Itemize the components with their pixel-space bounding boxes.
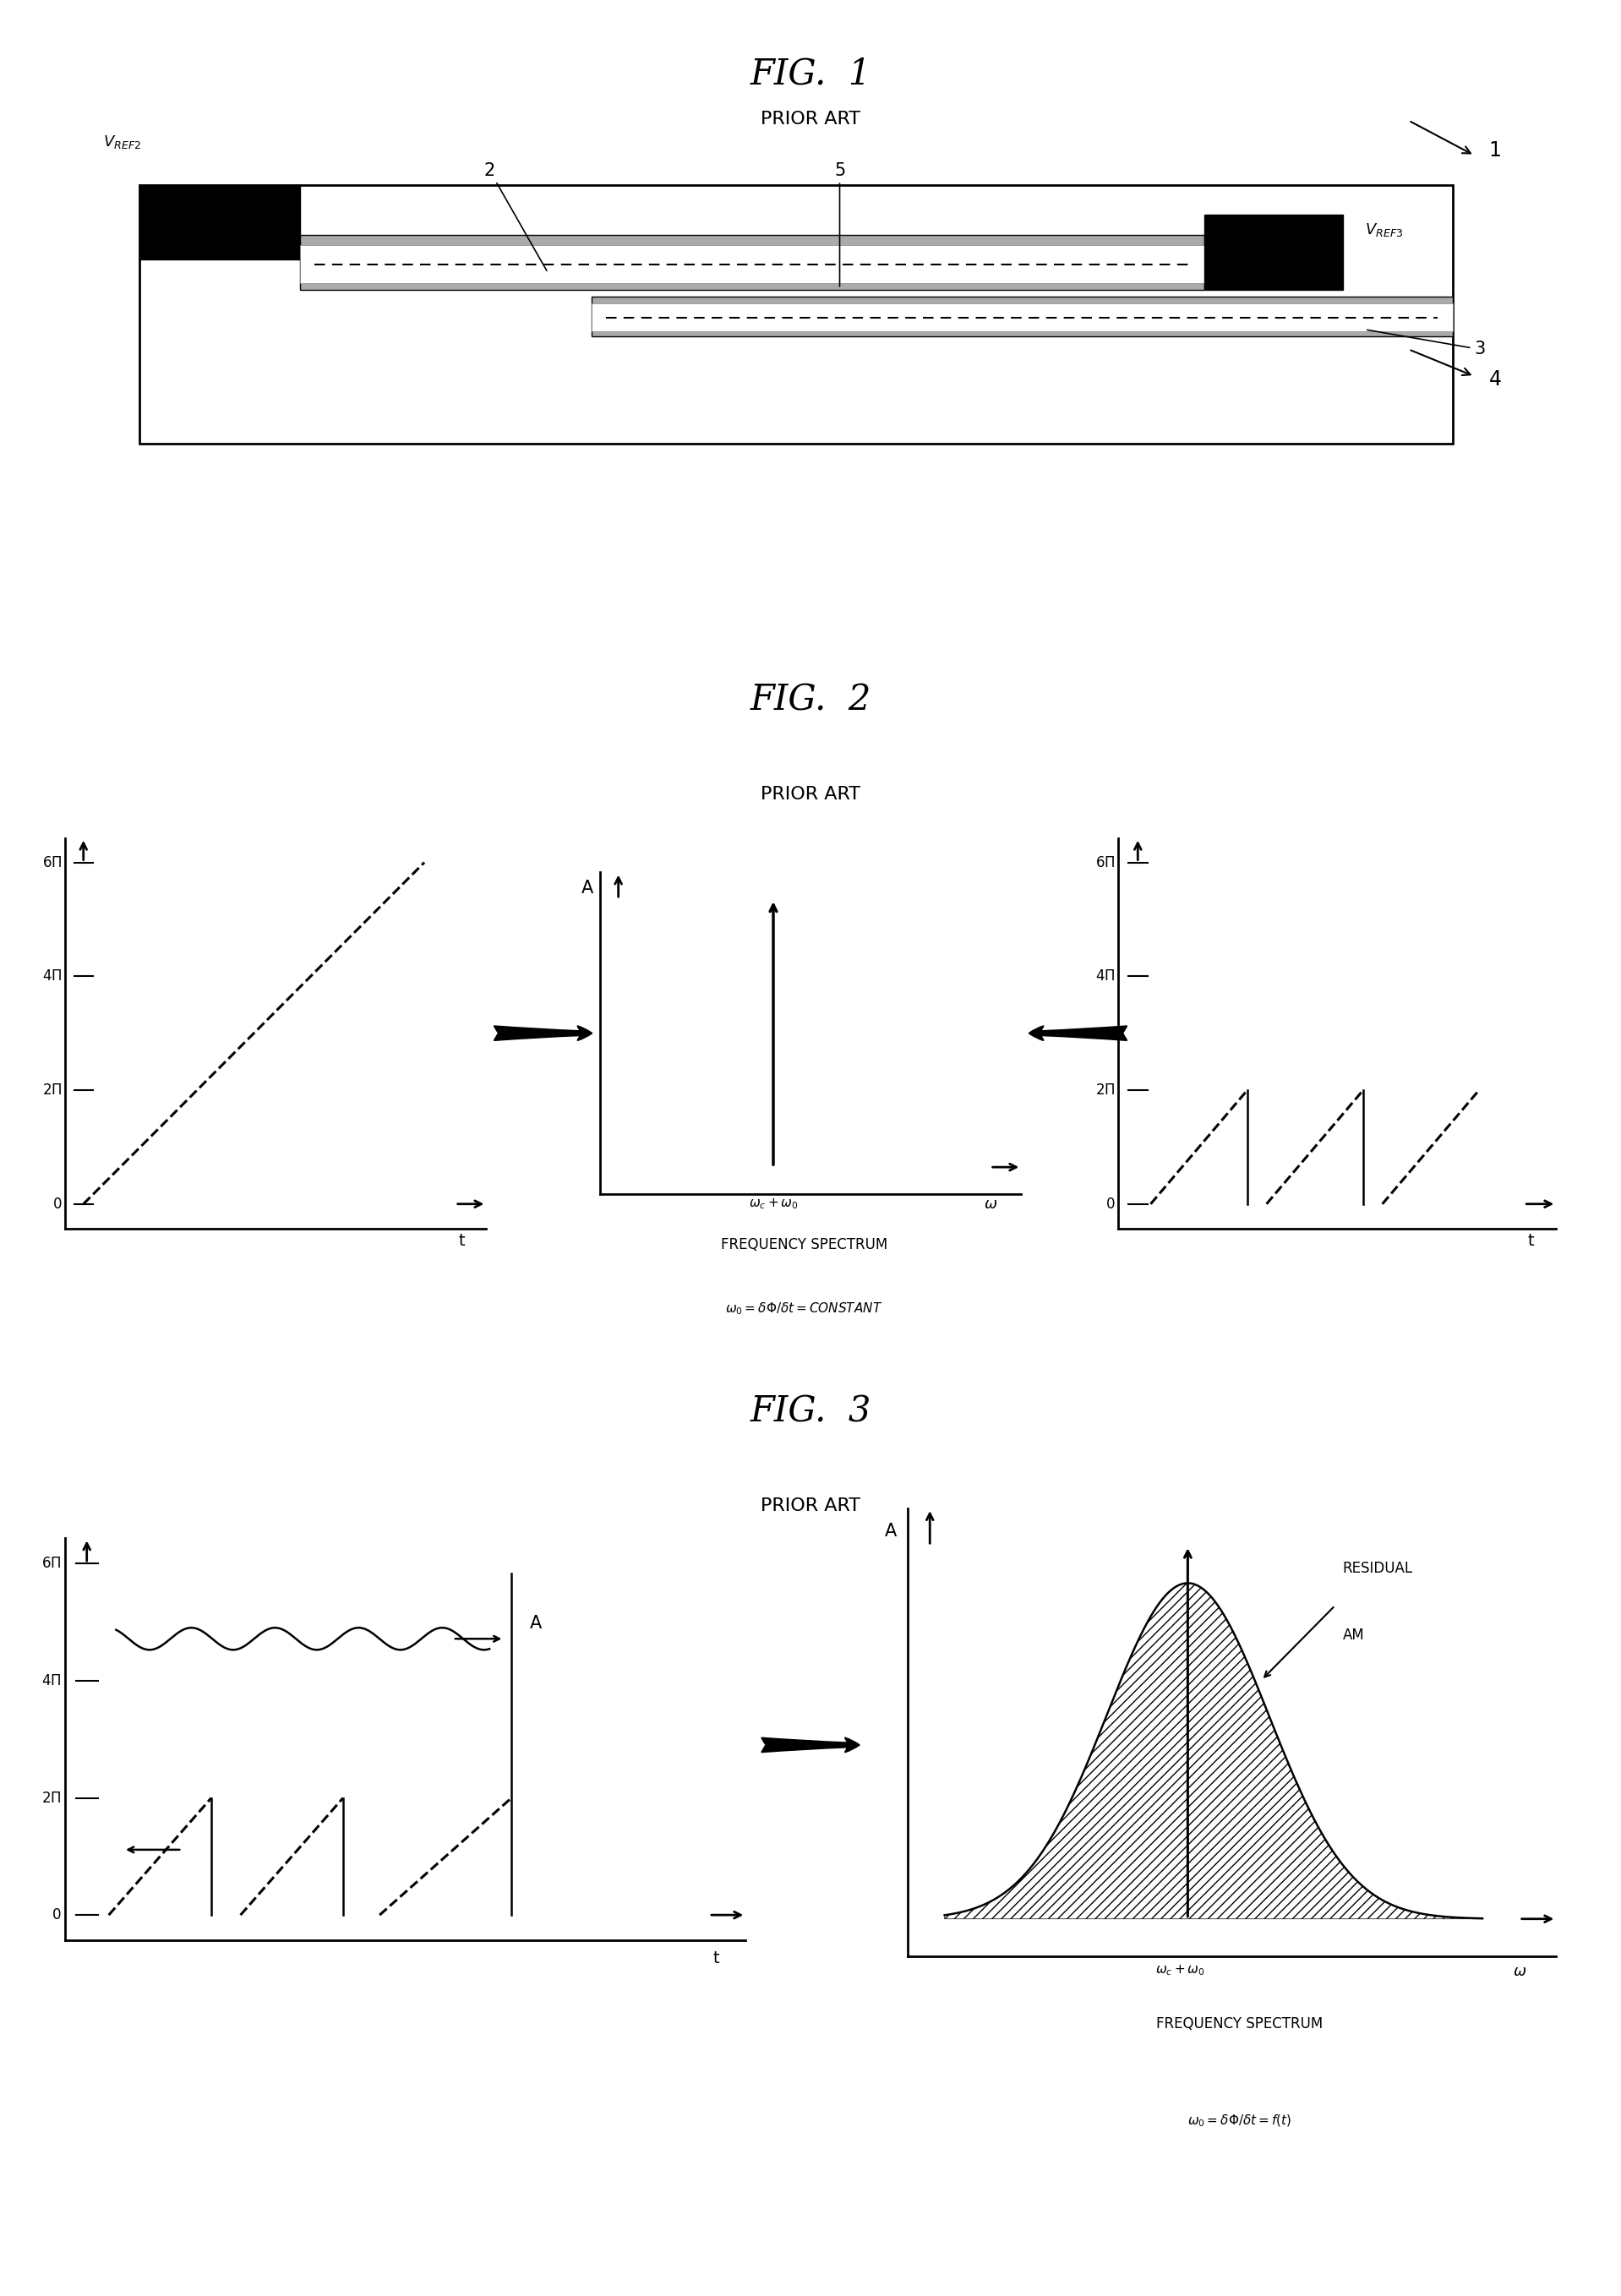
Bar: [300, 234, 1204, 289]
Text: FREQUENCY SPECTRUM: FREQUENCY SPECTRUM: [721, 1238, 888, 1251]
Text: $2\Pi$: $2\Pi$: [1096, 1084, 1115, 1097]
Text: $\omega_0 = \delta\Phi/\delta t = CONSTANT$: $\omega_0 = \delta\Phi/\delta t = CONSTA…: [726, 1302, 883, 1318]
Text: 4: 4: [1490, 370, 1501, 390]
Text: $\omega_0 = \delta\Phi/\delta t = f(t)$: $\omega_0 = \delta\Phi/\delta t = f(t)$: [1187, 2112, 1292, 2128]
Text: FIG.  3: FIG. 3: [751, 1394, 870, 1430]
Text: FIG.  2: FIG. 2: [751, 682, 870, 719]
FancyArrowPatch shape: [1029, 1026, 1127, 1040]
Text: PRIOR ART: PRIOR ART: [760, 110, 861, 129]
Text: 2: 2: [485, 161, 546, 271]
Bar: [139, 186, 1452, 443]
Text: $\omega$: $\omega$: [984, 1196, 997, 1212]
Text: PRIOR ART: PRIOR ART: [760, 1497, 861, 1515]
Text: 1: 1: [1490, 140, 1501, 161]
Text: FREQUENCY SPECTRUM: FREQUENCY SPECTRUM: [1156, 2016, 1323, 2032]
Text: A: A: [885, 1522, 896, 1538]
Text: t: t: [1527, 1233, 1533, 1249]
FancyArrowPatch shape: [1410, 351, 1470, 374]
Bar: [592, 296, 1452, 338]
Text: $\omega$: $\omega$: [1512, 1963, 1527, 1979]
Text: 5: 5: [835, 161, 845, 287]
Text: $\omega_c+\omega_0$: $\omega_c+\omega_0$: [749, 1196, 798, 1210]
Text: $V_{REF3}$: $V_{REF3}$: [1365, 220, 1404, 239]
Text: $4\Pi$: $4\Pi$: [42, 1674, 62, 1688]
Text: $\omega_c+\omega_0$: $\omega_c+\omega_0$: [1156, 1963, 1204, 1977]
Text: FIG.  1: FIG. 1: [751, 55, 870, 92]
Text: $2\Pi$: $2\Pi$: [42, 1084, 62, 1097]
Text: PRIOR ART: PRIOR ART: [760, 785, 861, 804]
Text: 0: 0: [53, 1196, 62, 1212]
Bar: [1204, 216, 1344, 289]
Text: $V_{REF2}$: $V_{REF2}$: [104, 133, 141, 152]
FancyArrowPatch shape: [494, 1026, 592, 1040]
Text: 0: 0: [52, 1908, 62, 1922]
Text: 0: 0: [1107, 1196, 1115, 1212]
Text: $6\Pi$: $6\Pi$: [42, 1557, 62, 1570]
Text: $6\Pi$: $6\Pi$: [42, 854, 62, 870]
Text: A: A: [582, 879, 593, 898]
Bar: [300, 246, 1204, 282]
Text: $4\Pi$: $4\Pi$: [42, 969, 62, 983]
Bar: [592, 303, 1452, 331]
Text: A: A: [530, 1616, 541, 1632]
Bar: [139, 186, 300, 259]
Text: AM: AM: [1342, 1628, 1365, 1644]
Text: $6\Pi$: $6\Pi$: [1096, 854, 1115, 870]
FancyArrowPatch shape: [1410, 122, 1470, 154]
Text: $4\Pi$: $4\Pi$: [1096, 969, 1115, 983]
Text: RESIDUAL: RESIDUAL: [1342, 1561, 1414, 1575]
FancyArrowPatch shape: [762, 1738, 859, 1752]
Text: t: t: [459, 1233, 465, 1249]
Text: 3: 3: [1367, 331, 1485, 358]
Text: $2\Pi$: $2\Pi$: [42, 1791, 62, 1805]
Text: t: t: [713, 1949, 720, 1965]
